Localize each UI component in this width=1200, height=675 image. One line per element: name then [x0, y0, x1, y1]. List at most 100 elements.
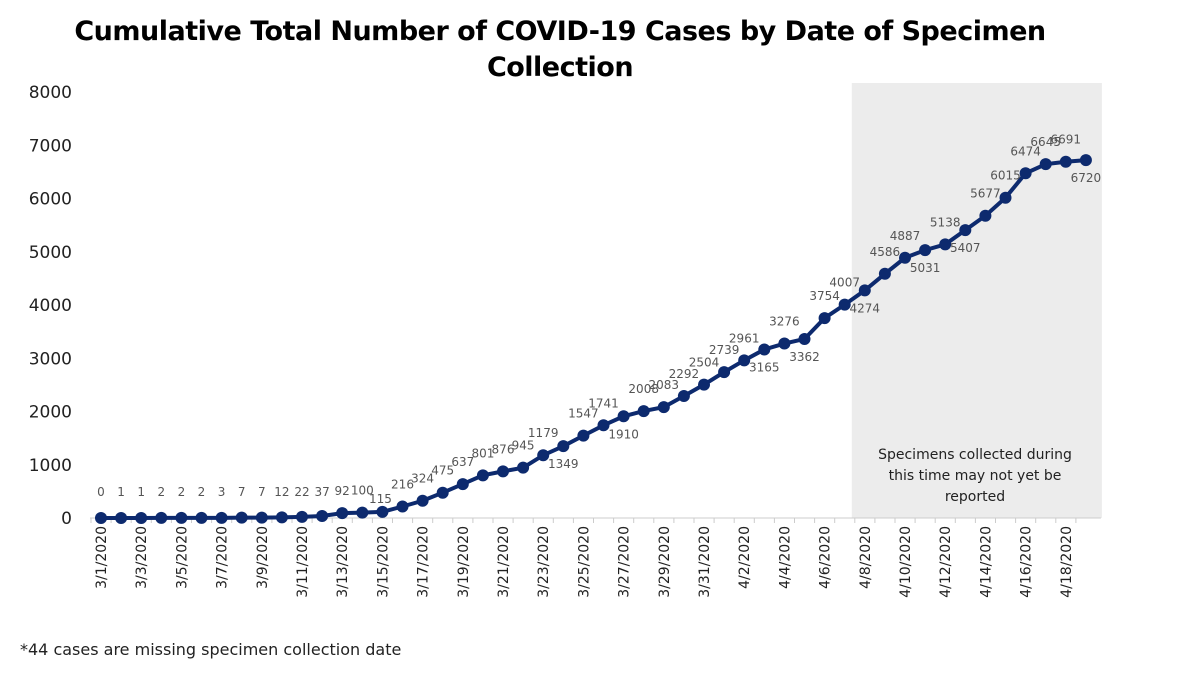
data-point	[617, 410, 630, 423]
data-point	[436, 486, 449, 499]
data-label: 7	[258, 485, 266, 499]
data-label: 37	[314, 485, 329, 499]
data-label: 22	[294, 485, 309, 499]
data-point	[115, 511, 128, 524]
data-label: 2739	[709, 343, 740, 357]
data-point	[577, 429, 590, 442]
data-point	[1019, 167, 1032, 180]
x-tick-label: 3/15/2020	[375, 526, 391, 598]
x-tick-label: 3/21/2020	[496, 526, 512, 598]
x-tick-label: 3/7/2020	[215, 526, 231, 589]
data-label: 2	[157, 485, 165, 499]
x-tick-label: 3/13/2020	[335, 526, 351, 598]
data-point	[235, 511, 248, 524]
footnote: *44 cases are missing specimen collectio…	[20, 640, 402, 659]
data-point	[858, 284, 871, 297]
data-label: 4007	[829, 276, 860, 290]
y-tick-label: 0	[61, 509, 72, 529]
data-label: 6691	[1051, 133, 1082, 147]
data-point	[698, 378, 710, 391]
y-tick-label: 6000	[29, 190, 72, 210]
data-label: 3754	[809, 289, 840, 303]
data-label: 216	[391, 477, 414, 491]
data-label: 6720	[1071, 171, 1102, 185]
data-label: 3	[218, 485, 226, 499]
data-label: 2083	[649, 378, 680, 392]
data-label: 1349	[548, 457, 579, 471]
shaded-region-note: this time may not yet be	[889, 468, 1062, 484]
data-point	[497, 465, 509, 478]
data-label: 2008	[628, 382, 659, 396]
chart-title: Cumulative Total Number of COVID-19 Case…	[74, 16, 1046, 83]
data-point	[1059, 155, 1072, 168]
data-label: 5138	[930, 215, 961, 229]
shaded-region-note: Specimens collected during	[878, 447, 1072, 463]
data-label: 876	[492, 442, 515, 456]
data-label: 1910	[608, 427, 639, 441]
data-label: 6015	[990, 169, 1021, 183]
data-label: 475	[431, 464, 454, 478]
data-point	[838, 298, 851, 311]
data-point	[878, 267, 891, 280]
data-label: 115	[369, 492, 392, 506]
data-point	[456, 478, 469, 491]
x-tick-label: 3/25/2020	[576, 526, 592, 598]
data-label: 92	[335, 484, 350, 498]
data-point	[597, 419, 610, 432]
x-tick-label: 3/23/2020	[536, 526, 552, 598]
data-label: 945	[512, 439, 535, 453]
y-tick-label: 5000	[29, 243, 72, 263]
shaded-region	[851, 83, 1102, 518]
data-point	[95, 512, 107, 524]
x-tick-label: 4/16/2020	[1019, 526, 1035, 598]
x-tick-label: 3/29/2020	[657, 526, 673, 598]
data-point	[476, 469, 489, 482]
x-tick-label: 4/2/2020	[737, 526, 753, 589]
data-point	[677, 389, 690, 402]
data-point	[919, 244, 932, 257]
data-point	[155, 511, 168, 524]
data-point	[336, 507, 349, 520]
data-label: 2961	[729, 331, 760, 345]
data-label: 1179	[528, 426, 559, 440]
data-point	[316, 510, 329, 523]
data-label: 4274	[850, 301, 881, 315]
x-tick-label: 3/1/2020	[94, 526, 110, 589]
data-point	[657, 401, 670, 414]
data-point	[416, 494, 429, 507]
data-point	[637, 405, 650, 418]
data-point	[215, 511, 228, 524]
data-point	[738, 354, 751, 367]
shaded-region-note: reported	[945, 489, 1005, 505]
data-point	[135, 511, 148, 524]
y-tick-label: 3000	[29, 349, 72, 369]
data-point	[175, 511, 188, 524]
data-point	[718, 366, 731, 379]
x-tick-label: 4/18/2020	[1059, 526, 1075, 598]
data-point	[959, 224, 972, 237]
data-label: 4586	[870, 245, 901, 259]
data-point	[1039, 158, 1052, 171]
y-tick-label: 2000	[29, 403, 72, 423]
y-tick-label: 4000	[29, 296, 72, 316]
x-tick-label: 3/3/2020	[134, 526, 150, 589]
data-point	[195, 511, 208, 524]
data-point	[296, 510, 308, 523]
data-point	[758, 343, 771, 356]
data-label: 12	[274, 485, 289, 499]
data-point	[356, 506, 369, 519]
data-label: 801	[471, 446, 494, 460]
data-point	[396, 500, 409, 513]
data-label: 6645	[1030, 135, 1061, 149]
data-point	[939, 238, 952, 251]
data-label: 1	[137, 485, 145, 499]
x-tick-label: 4/6/2020	[818, 526, 834, 589]
data-point	[798, 332, 811, 345]
x-tick-label: 4/4/2020	[777, 526, 793, 589]
x-tick-label: 3/11/2020	[295, 526, 311, 598]
data-point	[778, 337, 791, 350]
data-point	[899, 251, 911, 264]
y-tick-label: 1000	[29, 456, 72, 476]
